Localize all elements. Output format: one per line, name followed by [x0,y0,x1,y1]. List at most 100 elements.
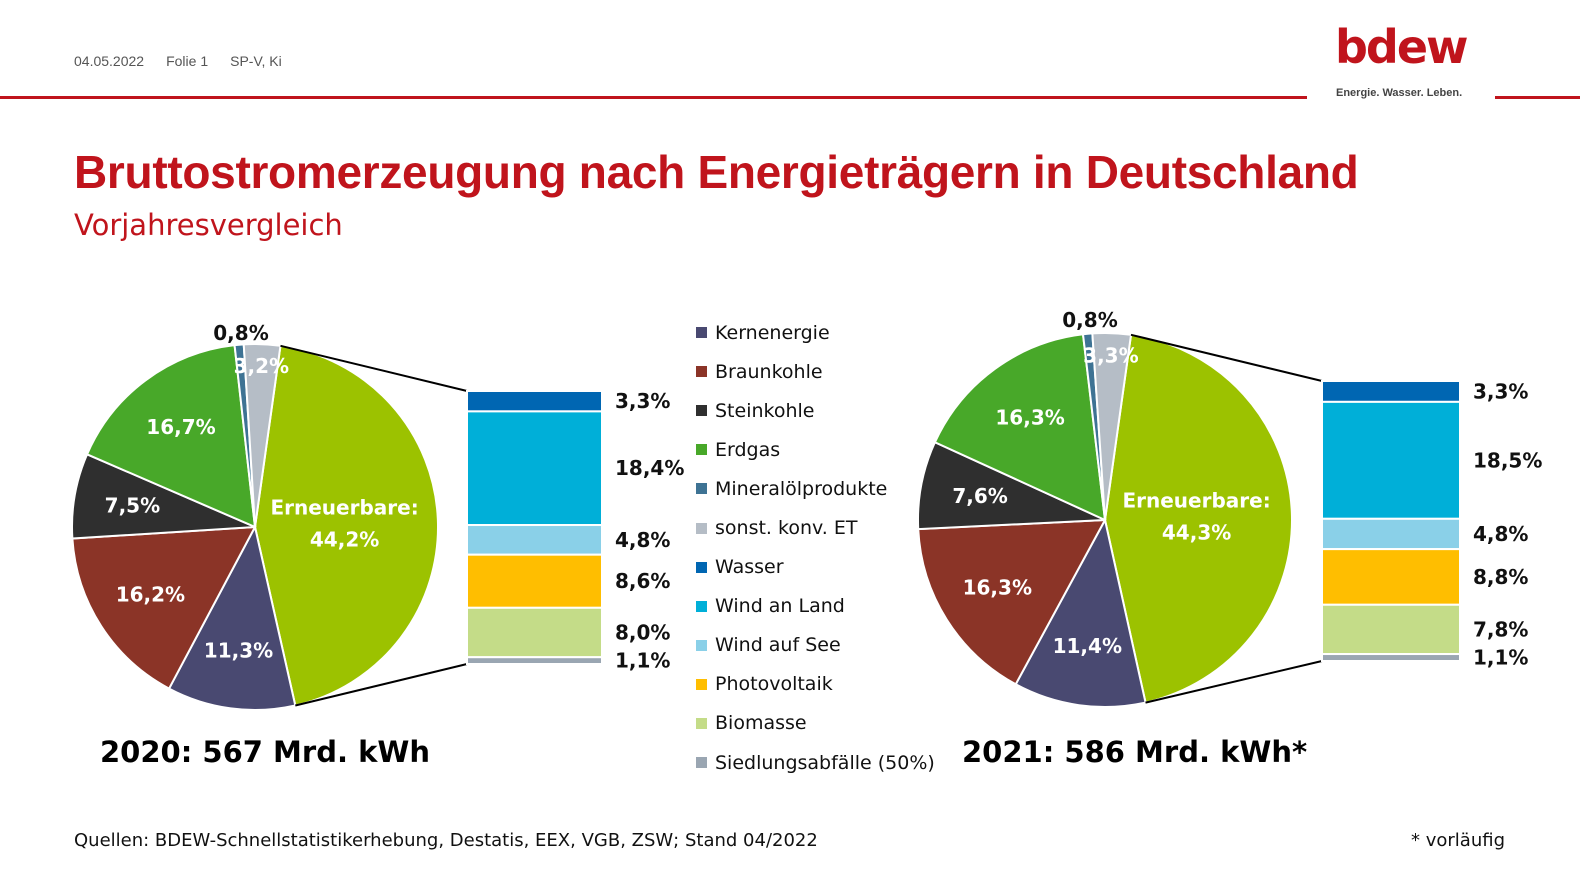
stacked-segment [1321,653,1461,662]
segment-label: 7,8% [1473,617,1528,641]
bdew-logo: bdew [1335,20,1469,74]
legend-swatch [696,678,707,690]
pie-slice [933,333,1107,522]
pie-slice [242,343,282,528]
pie-slice [1103,333,1293,704]
legend-label: Wind auf See [715,634,841,657]
pie-slice [253,344,439,707]
slice-label: 7,5% [105,494,160,518]
segment-label: 3,3% [615,389,670,413]
slice-label: 16,3% [963,576,1032,600]
slide-number: Folie 1 [166,53,209,69]
legend-item: Photovoltaik [696,665,935,704]
stacked-segment [466,606,603,659]
header-rule-right [1495,96,1580,99]
legend-label: Siedlungsabfälle (50%) [715,751,935,774]
legend-item: Wasser [696,548,935,587]
segment-label: 4,8% [615,528,670,552]
preliminary-note: * vorläufig [1411,830,1505,851]
legend-swatch [696,639,707,651]
legend: Kernenergie Braunkohle Steinkohle Erdgas Min… [696,313,935,782]
legend-label: Mineralölprodukte [715,477,888,500]
slice-label: 0,8% [1062,308,1117,332]
slice-label: 16,3% [995,405,1064,429]
connector-line-top [1130,333,1323,382]
legend-swatch [696,444,707,456]
legend-swatch [696,561,707,573]
pie-slice [85,344,257,529]
legend-item: Erdgas [696,430,935,469]
slice-label: 11,4% [1053,634,1122,658]
stacked-segment [1321,548,1461,606]
slice-label: 3,2% [234,354,289,378]
stacked-segment [466,524,603,556]
slice-label: 3,3% [1083,344,1138,368]
segment-label: 8,8% [1473,565,1528,589]
legend-label: Steinkohle [715,399,815,422]
pie-chart-2020: Erneuerbare: 44,2% 11,3% 16,2% 7,5% 16,7% 0,8%… [71,321,684,711]
slice-label: 16,7% [146,415,215,439]
sources-note: Quellen: BDEW-Schnellstatistikerhebung, … [74,830,818,851]
legend-item: Steinkohle [696,391,935,430]
legend-label: Wasser [715,556,784,579]
legend-item: Wind auf See [696,626,935,665]
segment-label: 3,3% [1473,379,1528,403]
stacked-segment [1321,380,1461,403]
legend-label: Erdgas [715,438,781,461]
legend-item: sonst. konv. ET [696,508,935,547]
legend-swatch [696,757,707,769]
legend-swatch [696,327,707,339]
legend-swatch [696,600,707,612]
stacked-segment [466,553,603,609]
legend-label: Biomasse [715,712,807,735]
connector-line-bottom [295,663,468,707]
page-title: Bruttostromerzeugung nach Energieträgern… [74,146,1359,198]
slice-label: Erneuerbare: 44,3% [1122,488,1270,544]
total-2021-label: 2021: 586 Mrd. kWh* [962,735,1308,769]
total-2020-label: 2020: 567 Mrd. kWh [100,735,430,769]
pie-slice [917,518,1107,686]
stacked-segment [1321,603,1461,656]
slice-label: 11,3% [204,638,273,662]
legend-swatch [696,405,707,417]
legend-item: Wind an Land [696,587,935,626]
stacked-segment [1321,400,1461,520]
legend-label: Wind an Land [715,595,845,618]
stacked-segment [1321,517,1461,551]
pie-chart-2021: Erneuerbare: 44,3% 11,4% 16,3% 7,6% 16,3% 0,8%… [917,308,1542,708]
legend-swatch [696,483,707,495]
slice-label: Erneuerbare: 44,2% [270,495,418,551]
slide-meta: 04.05.2022 Folie 1 SP-V, Ki [74,53,282,69]
slide-date: 04.05.2022 [74,53,145,69]
connector-line-top [280,344,468,392]
legend-item: Kernenergie [696,313,935,352]
legend-swatch [696,717,707,729]
header-rule-left [0,96,1307,99]
segment-label: 1,1% [615,649,670,673]
pie-slice [167,524,297,711]
legend-item: Biomasse [696,704,935,743]
pie-slice [1014,517,1147,708]
legend-label: sonst. konv. ET [715,517,858,540]
page-subtitle: Vorjahresvergleich [74,208,343,242]
legend-item: Braunkohle [696,352,935,391]
logo-tagline: Energie. Wasser. Leben. [1336,87,1463,99]
legend-label: Photovoltaik [715,673,833,696]
stacked-segment [466,656,603,666]
stacked-segment [466,390,603,413]
stacked-segment [466,410,603,527]
slice-label: 7,6% [952,484,1007,508]
slide-author: SP-V, Ki [230,53,282,69]
legend-item: Siedlungsabfälle (50%) [696,743,935,782]
segment-label: 18,5% [1473,448,1542,472]
slice-label: 16,2% [116,582,185,606]
slice-label: 0,8% [213,321,268,345]
legend-item: Mineralölprodukte [696,469,935,508]
segment-label: 1,1% [1473,646,1528,670]
legend-swatch [696,522,707,534]
legend-label: Kernenergie [715,321,830,344]
legend-swatch [696,366,707,378]
segment-label: 18,4% [615,456,684,480]
segment-label: 8,6% [615,569,670,593]
